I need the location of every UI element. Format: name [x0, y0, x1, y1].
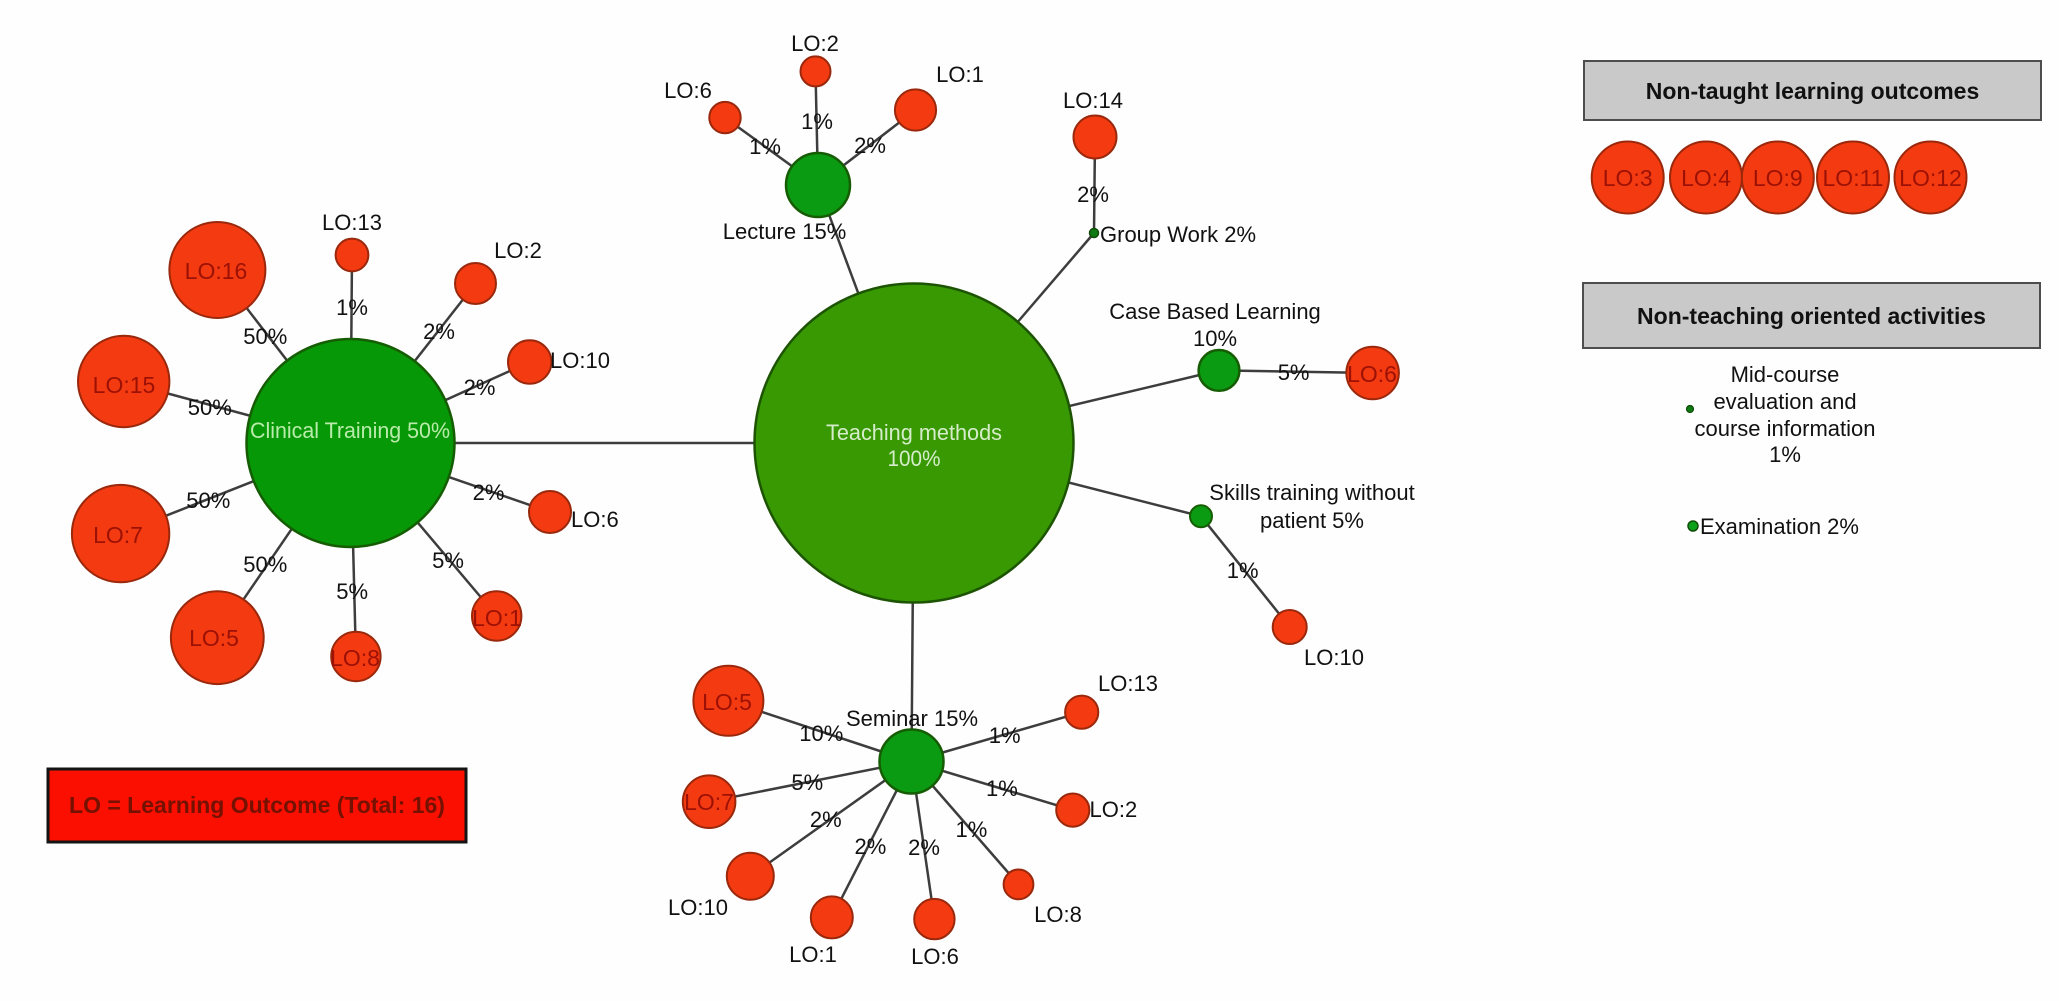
- svg-text:Mid-course: Mid-course: [1731, 362, 1840, 387]
- svg-text:1%: 1%: [956, 817, 988, 842]
- svg-text:10%: 10%: [1193, 326, 1237, 351]
- svg-text:LO:6: LO:6: [911, 944, 959, 969]
- svg-text:LO:6: LO:6: [1347, 361, 1397, 387]
- svg-text:5%: 5%: [1278, 360, 1310, 385]
- svg-text:LO:1: LO:1: [472, 605, 522, 631]
- svg-text:LO:10: LO:10: [668, 895, 728, 920]
- svg-text:50%: 50%: [243, 552, 287, 577]
- svg-text:Seminar 15%: Seminar 15%: [846, 706, 978, 731]
- svg-text:LO:16: LO:16: [185, 258, 248, 284]
- svg-text:LO:13: LO:13: [322, 210, 382, 235]
- svg-text:2%: 2%: [423, 319, 455, 344]
- svg-text:2%: 2%: [854, 133, 886, 158]
- svg-text:LO:8: LO:8: [1034, 902, 1082, 927]
- svg-text:LO:2: LO:2: [1090, 797, 1138, 822]
- svg-text:5%: 5%: [336, 579, 368, 604]
- svg-text:1%: 1%: [336, 295, 368, 320]
- svg-text:LO:1: LO:1: [789, 942, 837, 967]
- svg-text:1%: 1%: [749, 134, 781, 159]
- svg-text:LO:6: LO:6: [571, 507, 619, 532]
- svg-text:LO:10: LO:10: [1304, 645, 1364, 670]
- svg-text:Examination 2%: Examination 2%: [1700, 514, 1859, 539]
- svg-text:5%: 5%: [432, 548, 464, 573]
- svg-text:2%: 2%: [855, 834, 887, 859]
- svg-text:Teaching methods: Teaching methods: [826, 420, 1002, 445]
- svg-text:LO:12: LO:12: [1899, 165, 1962, 191]
- svg-text:2%: 2%: [908, 835, 940, 860]
- svg-text:LO:6: LO:6: [664, 78, 712, 103]
- svg-text:patient 5%: patient 5%: [1260, 508, 1364, 533]
- svg-text:LO:11: LO:11: [1823, 165, 1884, 191]
- svg-text:Skills training without: Skills training without: [1209, 480, 1414, 505]
- svg-text:50%: 50%: [186, 488, 230, 513]
- svg-text:50%: 50%: [243, 324, 287, 349]
- svg-text:evaluation and: evaluation and: [1713, 389, 1856, 414]
- svg-text:LO:7: LO:7: [684, 789, 734, 815]
- svg-text:LO:3: LO:3: [1603, 165, 1653, 191]
- svg-text:Group Work 2%: Group Work 2%: [1100, 222, 1256, 247]
- svg-text:Clinical Training 50%: Clinical Training 50%: [250, 418, 450, 443]
- svg-text:LO:8: LO:8: [330, 645, 380, 671]
- svg-text:1%: 1%: [986, 776, 1018, 801]
- svg-text:LO:13: LO:13: [1098, 671, 1158, 696]
- svg-text:Non-taught learning outcomes: Non-taught learning outcomes: [1646, 78, 1980, 104]
- svg-text:LO:10: LO:10: [550, 348, 610, 373]
- svg-text:LO:2: LO:2: [494, 238, 542, 263]
- svg-text:LO:14: LO:14: [1063, 88, 1123, 113]
- svg-text:100%: 100%: [888, 446, 941, 471]
- svg-text:LO = Learning Outcome (Total:: LO = Learning Outcome (Total: 16): [69, 792, 445, 818]
- svg-text:1%: 1%: [801, 109, 833, 134]
- svg-text:2%: 2%: [464, 375, 496, 400]
- svg-text:1%: 1%: [1769, 442, 1801, 467]
- svg-text:2%: 2%: [473, 480, 505, 505]
- svg-text:LO:9: LO:9: [1753, 165, 1803, 191]
- svg-text:2%: 2%: [810, 807, 842, 832]
- svg-text:2%: 2%: [1077, 182, 1109, 207]
- svg-text:Non-teaching oriented activiti: Non-teaching oriented activities: [1637, 303, 1986, 329]
- svg-text:LO:5: LO:5: [189, 625, 239, 651]
- svg-text:10%: 10%: [799, 721, 843, 746]
- svg-text:LO:1: LO:1: [936, 62, 984, 87]
- svg-text:1%: 1%: [1227, 558, 1259, 583]
- svg-text:LO:7: LO:7: [93, 522, 143, 548]
- svg-text:50%: 50%: [188, 395, 232, 420]
- svg-text:LO:4: LO:4: [1681, 165, 1731, 191]
- svg-text:course information: course information: [1695, 416, 1876, 441]
- svg-text:LO:5: LO:5: [702, 689, 752, 715]
- svg-text:LO:2: LO:2: [791, 31, 839, 56]
- svg-text:Lecture 15%: Lecture 15%: [723, 219, 847, 244]
- svg-text:Case Based Learning: Case Based Learning: [1109, 299, 1321, 324]
- svg-text:1%: 1%: [989, 723, 1021, 748]
- svg-text:LO:15: LO:15: [93, 372, 156, 398]
- svg-text:5%: 5%: [791, 770, 823, 795]
